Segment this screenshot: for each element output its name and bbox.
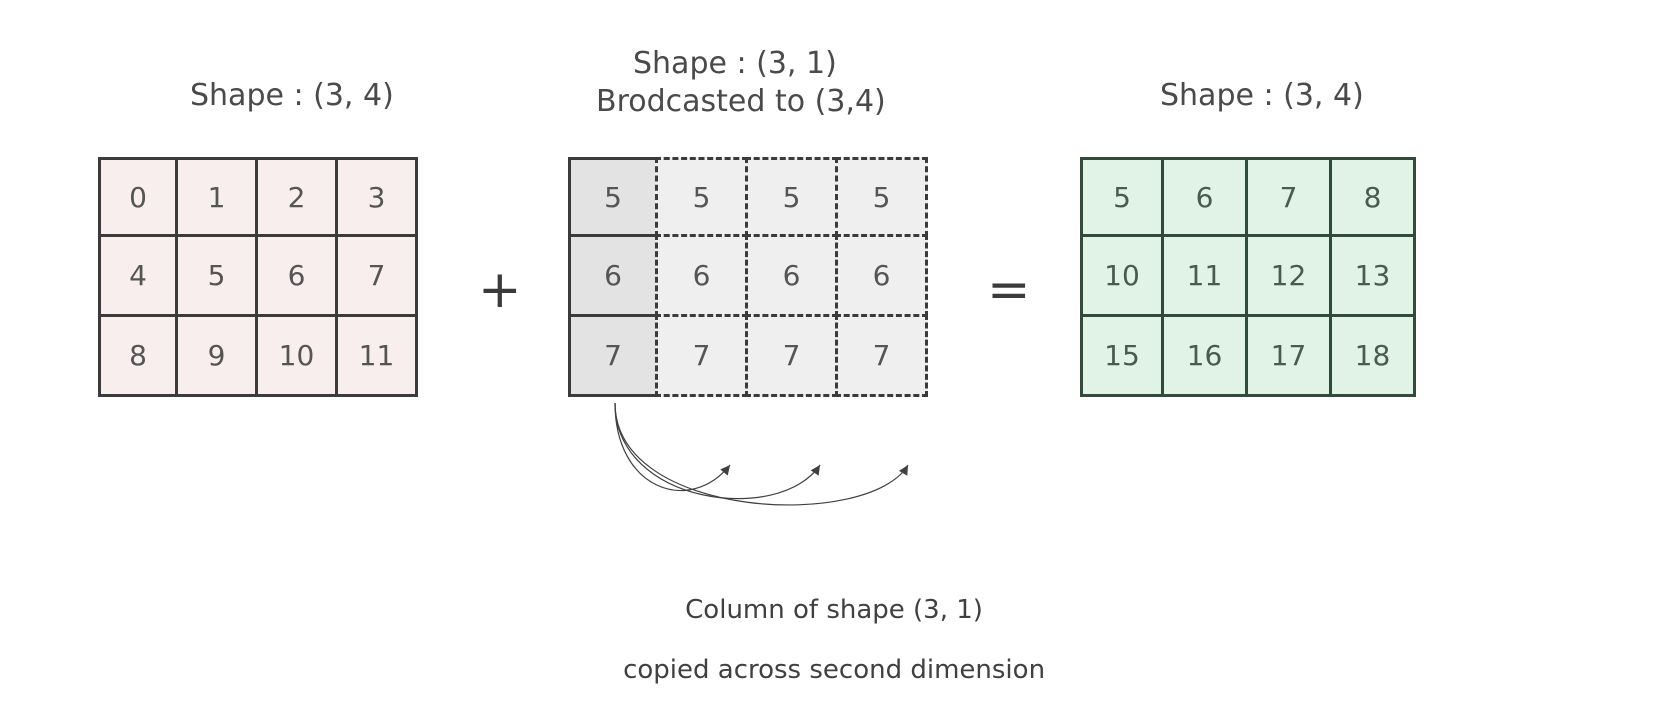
cell: 8	[1329, 157, 1416, 237]
title-matrix-a: Shape : (3, 4)	[190, 78, 394, 113]
title-matrix-c: Shape : (3, 4)	[1160, 78, 1364, 113]
cell: 2	[255, 157, 338, 237]
cell: 11	[1161, 234, 1248, 317]
cell: 15	[1080, 314, 1164, 397]
cell: 11	[335, 314, 418, 397]
cell: 7	[568, 314, 658, 397]
caption-line2: copied across second dimension	[623, 655, 1045, 685]
cell: 3	[335, 157, 418, 237]
cell: 6	[745, 234, 838, 317]
title-matrix-b1: Shape : (3, 1)	[633, 46, 837, 81]
cell: 5	[835, 157, 928, 237]
cell: 5	[175, 234, 258, 317]
cell: 8	[98, 314, 178, 397]
cell: 5	[745, 157, 838, 237]
cell: 13	[1329, 234, 1416, 317]
cell: 10	[1080, 234, 1164, 317]
cell: 5	[568, 157, 658, 237]
cell: 7	[1245, 157, 1332, 237]
cell: 9	[175, 314, 258, 397]
cell: 17	[1245, 314, 1332, 397]
cell: 6	[655, 234, 748, 317]
cell: 7	[745, 314, 838, 397]
cell: 12	[1245, 234, 1332, 317]
cell: 7	[335, 234, 418, 317]
cell: 6	[1161, 157, 1248, 237]
cell: 7	[835, 314, 928, 397]
matrix-a: 0123 4567 891011	[98, 157, 418, 397]
matrix-c: 5678 10111213 15161718	[1080, 157, 1416, 397]
caption-line1: Column of shape (3, 1)	[685, 595, 983, 625]
cell: 7	[655, 314, 748, 397]
broadcast-arrows	[560, 395, 960, 555]
title-matrix-b2: Brodcasted to (3,4)	[596, 84, 886, 119]
cell: 6	[835, 234, 928, 317]
diagram-stage: Shape : (3, 4) Shape : (3, 1) Brodcasted…	[0, 0, 1675, 682]
cell: 5	[655, 157, 748, 237]
cell: 6	[568, 234, 658, 317]
cell: 10	[255, 314, 338, 397]
cell: 16	[1161, 314, 1248, 397]
cell: 18	[1329, 314, 1416, 397]
equals-operator: =	[987, 260, 1031, 320]
matrix-b: 555566667777	[568, 157, 928, 397]
plus-operator: +	[478, 260, 522, 320]
cell: 1	[175, 157, 258, 237]
cell: 0	[98, 157, 178, 237]
cell: 6	[255, 234, 338, 317]
cell: 5	[1080, 157, 1164, 237]
broadcast-caption: Column of shape (3, 1) copied across sec…	[590, 565, 1045, 715]
cell: 4	[98, 234, 178, 317]
